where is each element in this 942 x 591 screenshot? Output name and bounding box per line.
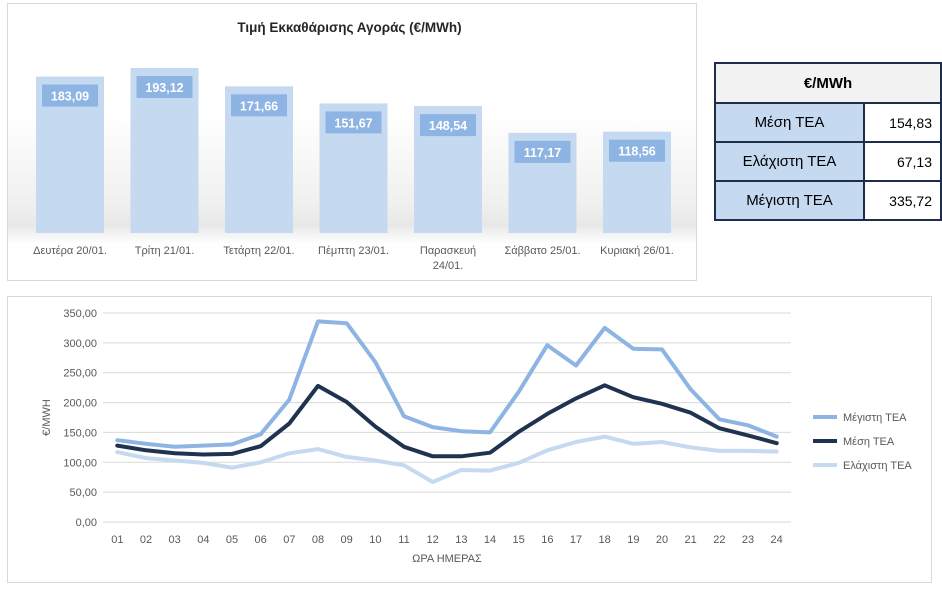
row-label: Ελάχιστη ΤΕΑ — [714, 141, 865, 182]
x-tick-label: 05 — [226, 534, 238, 546]
y-tick-label: 200,00 — [63, 398, 97, 410]
x-tick-label: 06 — [255, 534, 267, 546]
bar-value-label-bg — [136, 76, 193, 98]
x-tick-label: 07 — [283, 534, 295, 546]
x-tick-label: 09 — [341, 534, 353, 546]
row-value: 67,13 — [863, 141, 942, 182]
bar-chart-title: Τιμή Εκκαθάρισης Αγοράς (€/MWh) — [212, 16, 487, 40]
category-label: Τρίτη 21/01. — [135, 245, 195, 257]
row-label: Μέγιστη ΤΕΑ — [714, 180, 865, 221]
x-tick-label: 02 — [140, 534, 152, 546]
bar-chart-panel: 183,09 Δευτέρα 20/01. 193,12 Τρίτη 21/01. 17… — [7, 3, 697, 281]
x-tick-label: 12 — [427, 534, 439, 546]
x-tick-label: 22 — [713, 534, 725, 546]
x-tick-label: 08 — [312, 534, 324, 546]
bar-value-label-bg — [231, 94, 287, 117]
table-row: Μέγιστη ΤΕΑ 335,72 — [714, 180, 942, 221]
bar-value-label-bg — [42, 84, 98, 107]
x-tick-label: 13 — [455, 534, 467, 546]
x-tick-label: 01 — [111, 534, 123, 546]
category-label: Σάββατο 25/01. — [504, 245, 580, 257]
y-tick-label: 250,00 — [63, 368, 97, 380]
series-line — [115, 319, 779, 449]
bar-value-label-bg — [514, 140, 571, 163]
row-label: Μέση ΤΕΑ — [714, 102, 865, 143]
x-tick-label: 04 — [197, 534, 209, 546]
category-label: Κυριακή 26/01. — [600, 245, 674, 257]
legend-label: Μέγιστη ΤΕΑ — [843, 412, 907, 424]
line-chart: 0,00 50,00 100,00 150,00 200,00 250,00 300,00 3… — [41, 308, 912, 565]
bar-value-label-bg — [609, 139, 665, 162]
x-tick-label: 17 — [570, 534, 582, 546]
row-value: 154,83 — [863, 102, 942, 143]
bar-value-label: 117,17 — [524, 146, 562, 160]
x-tick-label: 11 — [398, 534, 409, 546]
x-tick-label: 16 — [541, 534, 553, 546]
x-tick-label: 19 — [627, 534, 639, 546]
bar-chart: 183,09 Δευτέρα 20/01. 193,12 Τρίτη 21/01. 17… — [33, 68, 674, 272]
row-value: 335,72 — [863, 180, 942, 221]
category-label: Πέμπτη 23/01. — [318, 245, 389, 257]
bar-value-label: 148,54 — [429, 119, 467, 133]
category-label: Παρασκευή — [420, 245, 476, 257]
bar-value-label: 118,56 — [618, 145, 656, 159]
bar-value-label-bg — [325, 111, 382, 134]
x-tick-label: 23 — [742, 534, 754, 546]
stats-table: €/MWh Μέση ΤΕΑ 154,83 Ελάχιστη ΤΕΑ 67,13… — [714, 62, 942, 221]
y-tick-label: 150,00 — [63, 427, 97, 439]
x-tick-label: 20 — [656, 534, 668, 546]
bar-value-label: 183,09 — [51, 90, 89, 104]
bar-value-label: 151,67 — [334, 116, 372, 130]
bar-value-label-bg — [420, 114, 476, 137]
table-header: €/MWh — [714, 62, 942, 104]
x-tick-label: 10 — [369, 534, 381, 546]
x-axis-title: ΩΡΑ ΗΜΕΡΑΣ — [412, 553, 482, 565]
x-tick-label: 14 — [484, 534, 496, 546]
table-row: Μέση ΤΕΑ 154,83 — [714, 102, 942, 143]
category-label: Δευτέρα 20/01. — [33, 245, 107, 257]
y-tick-label: 350,00 — [63, 308, 97, 320]
legend-label: Ελάχιστη ΤΕΑ — [843, 460, 912, 472]
x-tick-label: 15 — [513, 534, 525, 546]
series-line — [115, 383, 779, 459]
x-tick-label: 24 — [771, 534, 783, 546]
y-tick-label: 0,00 — [76, 517, 97, 529]
y-axis-title: €/MWH — [41, 399, 53, 436]
y-tick-label: 50,00 — [69, 487, 97, 499]
x-tick-label: 03 — [169, 534, 181, 546]
series-line — [115, 434, 779, 484]
category-label: Τετάρτη 22/01. — [223, 245, 294, 257]
y-tick-label: 100,00 — [63, 457, 97, 469]
bar-value-label: 193,12 — [145, 81, 183, 95]
bar-value-label: 171,66 — [240, 99, 278, 113]
legend-label: Μέση ΤΕΑ — [843, 436, 895, 448]
x-tick-label: 18 — [599, 534, 611, 546]
x-tick-label: 21 — [685, 534, 697, 546]
table-row: Ελάχιστη ΤΕΑ 67,13 — [714, 141, 942, 182]
line-chart-panel: 0,00 50,00 100,00 150,00 200,00 250,00 300,00 3… — [7, 296, 932, 583]
y-tick-label: 300,00 — [63, 338, 97, 350]
category-label: 24/01. — [433, 260, 464, 272]
